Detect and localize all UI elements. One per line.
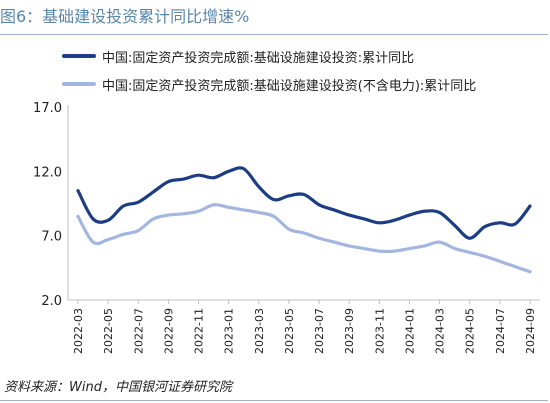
series-line-2: [76, 203, 532, 274]
legend-label-series-2: 中国:固定资产投资完成额:基础设施建设投资(不含电力):累计同比: [102, 78, 477, 94]
source-note: 资料来源：Wind，中国银河证券研究院: [4, 380, 232, 395]
figure-title: 图6：基础建设投资累计同比增速%: [0, 7, 250, 26]
x-tick-label: 2023-09: [343, 308, 356, 354]
x-tick-label: 2024-03: [434, 308, 447, 354]
legend-swatch-series-1: [62, 54, 96, 58]
x-tick-label: 2024-05: [464, 308, 477, 354]
legend-label-series-1: 中国:固定资产投资完成额:基础设施建设投资:累计同比: [102, 50, 415, 66]
x-tick-label: 2024-01: [403, 308, 416, 354]
y-tick-label: 2.0: [41, 294, 62, 309]
legend-swatch-series-2: [62, 82, 96, 86]
x-tick-label: 2023-05: [283, 308, 296, 354]
y-tick-label: 12.0: [33, 165, 62, 180]
series-line-1: [76, 166, 532, 240]
legend-item-series-1: 中国:固定资产投资完成额:基础设施建设投资:累计同比: [62, 42, 476, 70]
x-tick-label: 2022-05: [102, 308, 115, 354]
x-tick-label: 2022-11: [193, 308, 206, 354]
x-tick-label: 2023-03: [253, 308, 266, 354]
x-tick-label: 2023-07: [313, 308, 326, 354]
chart-legend: 中国:固定资产投资完成额:基础设施建设投资:累计同比 中国:固定资产投资完成额:…: [62, 42, 476, 98]
title-divider: [0, 34, 548, 35]
x-tick-label: 2024-07: [494, 308, 507, 354]
y-tick-label: 17.0: [33, 101, 62, 116]
x-tick-label: 2023-01: [223, 308, 236, 354]
y-tick-label: 7.0: [41, 230, 62, 245]
x-tick-label: 2022-03: [72, 308, 85, 354]
legend-item-series-2: 中国:固定资产投资完成额:基础设施建设投资(不含电力):累计同比: [62, 70, 476, 98]
x-tick-label: 2022-09: [162, 308, 175, 354]
x-tick-label: 2023-11: [373, 308, 386, 354]
x-tick-label: 2022-07: [132, 308, 145, 354]
x-tick-label: 2024-09: [524, 308, 537, 354]
bottom-divider: [0, 400, 548, 401]
